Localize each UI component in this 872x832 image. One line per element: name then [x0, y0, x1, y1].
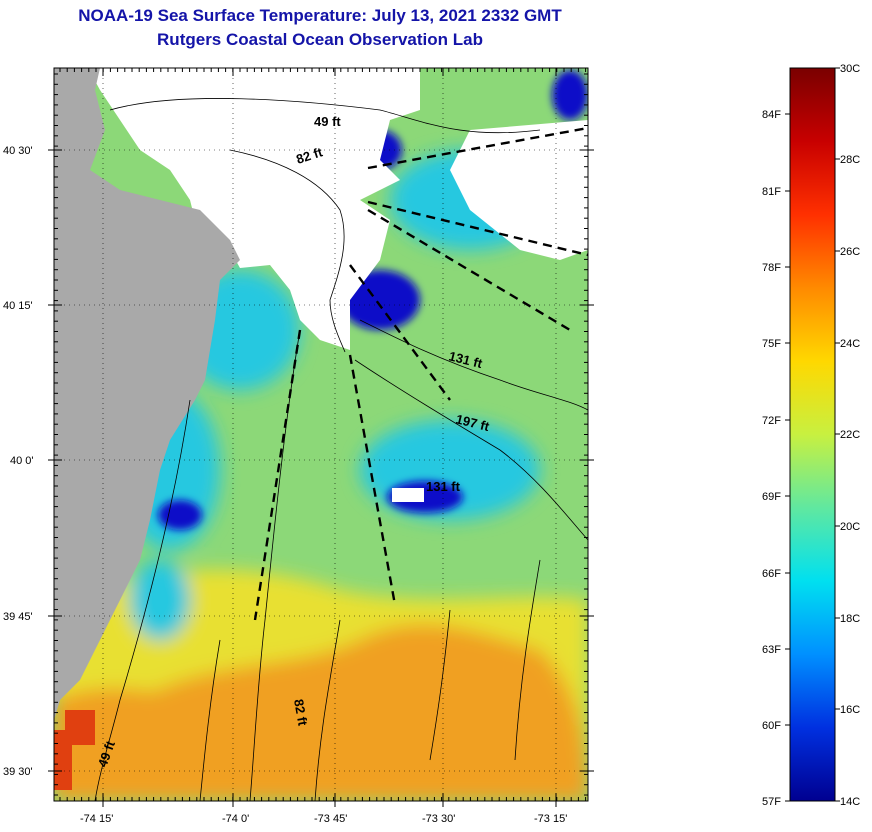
x-tick-label: -73 45' — [314, 813, 347, 825]
celsius-label: 26C — [840, 246, 860, 258]
cloud-cover-small — [392, 488, 424, 502]
land-new-jersey — [54, 68, 240, 720]
fahrenheit-label: 66F — [762, 568, 781, 580]
x-tick-label: -73 30' — [422, 813, 455, 825]
fahrenheit-label: 63F — [762, 644, 781, 656]
fahrenheit-label: 78F — [762, 262, 781, 274]
colorbar-celsius-labels: 30C 28C 26C 24C 22C 20C 18C 16C 14C — [840, 63, 860, 808]
colorbar-ticks — [785, 67, 840, 802]
contour-ridge-4 — [199, 639, 221, 801]
celsius-label: 22C — [840, 429, 860, 441]
contour-label-131ft-south: 131 ft — [426, 479, 461, 494]
map-panel: 49 ft 82 ft 131 ft 197 ft 131 ft 82 ft 4… — [54, 68, 588, 801]
contour-ridge-2 — [314, 619, 341, 801]
celsius-label: 16C — [840, 704, 860, 716]
colorbar-fahrenheit-labels: 84F 81F 78F 75F 72F 69F 66F 63F 60F 57F — [762, 109, 781, 808]
contour-49ft — [109, 98, 541, 134]
warm-water-orange-west — [54, 688, 220, 801]
contour-49ft-south — [94, 399, 191, 801]
contour-label-82ft-south: 82 ft — [291, 698, 311, 728]
x-tick-label: -74 0' — [222, 813, 249, 825]
y-tick-label: 39 30' — [3, 766, 33, 778]
transect-6 — [253, 329, 302, 621]
cloud-cover-north — [88, 68, 420, 350]
x-tick-label: -74 15' — [80, 813, 113, 825]
fahrenheit-label: 57F — [762, 796, 781, 808]
warm-water-orange — [140, 624, 588, 801]
celsius-label: 20C — [840, 521, 860, 533]
y-tick-label: 40 15' — [3, 300, 33, 312]
cool-water-cyan-sw — [130, 560, 190, 640]
contour-131ft — [359, 319, 588, 411]
colorbar — [789, 67, 836, 802]
fahrenheit-label: 75F — [762, 338, 781, 350]
celsius-label: 14C — [840, 796, 860, 808]
contour-ridge-3 — [514, 559, 541, 761]
celsius-label: 30C — [840, 63, 860, 75]
cloud-cover-ne — [450, 120, 588, 260]
fahrenheit-label: 81F — [762, 186, 781, 198]
map-subtitle: Rutgers Coastal Ocean Observation Lab — [157, 30, 483, 49]
fahrenheit-label: 84F — [762, 109, 781, 121]
x-tick-label: -73 15' — [534, 813, 567, 825]
y-tick-label: 40 30' — [3, 145, 33, 157]
fahrenheit-label: 60F — [762, 720, 781, 732]
y-axis-labels: 40 30' 40 15' 40 0' 39 45' 39 30' — [3, 145, 34, 778]
fahrenheit-label: 72F — [762, 415, 781, 427]
cold-water-blue-ne — [552, 70, 588, 120]
contour-82ft — [229, 149, 346, 353]
transect-3 — [367, 208, 571, 332]
transect-4 — [349, 264, 451, 401]
transect-1 — [367, 126, 588, 170]
x-axis-labels: -74 15' -74 0' -73 45' -73 30' -73 15' — [80, 813, 567, 825]
celsius-label: 18C — [840, 613, 860, 625]
hot-water-red-coastal-2 — [65, 710, 95, 745]
y-tick-label: 40 0' — [10, 455, 34, 467]
cold-water-blue-west — [158, 500, 202, 530]
fahrenheit-label: 69F — [762, 491, 781, 503]
contour-197ft — [354, 359, 588, 541]
celsius-label: 28C — [840, 154, 860, 166]
y-tick-label: 39 45' — [3, 611, 33, 623]
contour-label-49ft-north: 49 ft — [314, 114, 341, 129]
dashed-transects — [253, 126, 588, 621]
tick-marks — [48, 68, 594, 807]
transect-2 — [367, 200, 588, 257]
graticule — [54, 68, 588, 801]
transect-5 — [348, 354, 397, 606]
map-title: NOAA-19 Sea Surface Temperature: July 13… — [78, 6, 562, 25]
contour-ridge-1 — [429, 609, 451, 761]
celsius-label: 24C — [840, 338, 860, 350]
